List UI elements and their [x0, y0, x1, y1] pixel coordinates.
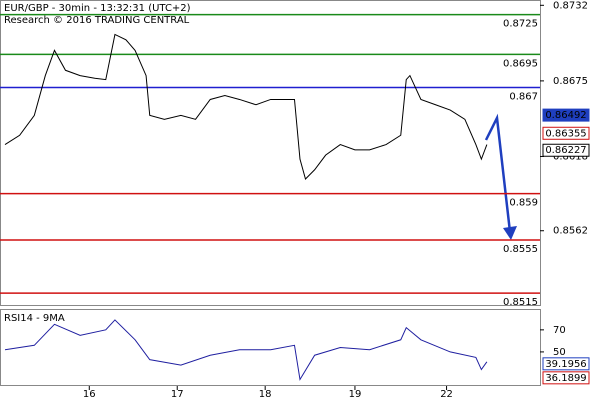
- x-tick-label: 18: [259, 389, 272, 400]
- price-label: 0.86492: [545, 110, 586, 121]
- price-label: 0.86227: [545, 145, 586, 156]
- price-line: [4, 319, 488, 381]
- level-label: 0.8725: [503, 19, 538, 30]
- x-tick-label: 22: [440, 389, 453, 400]
- price-label-box: [542, 371, 590, 385]
- y-tick-label: 0.8675: [553, 76, 588, 87]
- chart-subtitle: Research © 2016 TRADING CENTRAL: [4, 15, 190, 26]
- price-label: 0.86355: [545, 128, 586, 139]
- chart-title: EUR/GBP - 30min - 13:32:31 (UTC+2): [4, 3, 191, 14]
- price-label: 39.1956: [545, 359, 586, 370]
- price-label-box: [542, 108, 590, 122]
- main-panel: [0, 0, 541, 306]
- price-label-box: [542, 126, 590, 140]
- x-tick-label: 17: [171, 389, 184, 400]
- y-tick-label: 0.8732: [553, 0, 588, 11]
- level-label: 0.8515: [503, 297, 538, 308]
- price-label-box: [542, 357, 590, 371]
- y-tick-label: 0.8618: [553, 151, 588, 162]
- x-tick-label: 16: [83, 389, 96, 400]
- rsi-panel: [0, 309, 541, 386]
- rsi-title: RSI14 - 9MA: [4, 313, 65, 324]
- price-label-box: [542, 143, 590, 157]
- y-tick-label: 0.8562: [553, 226, 588, 237]
- price-label: 36.1899: [545, 373, 586, 384]
- y-tick-label: 50: [553, 347, 566, 358]
- forecast-arrow: [484, 113, 517, 240]
- level-label: 0.8695: [503, 58, 538, 69]
- level-label: 0.867: [509, 92, 538, 103]
- price-line: [4, 33, 488, 180]
- level-label: 0.859: [509, 198, 538, 209]
- y-tick-label: 70: [553, 325, 566, 336]
- x-tick-label: 19: [349, 389, 362, 400]
- level-label: 0.8555: [503, 244, 538, 255]
